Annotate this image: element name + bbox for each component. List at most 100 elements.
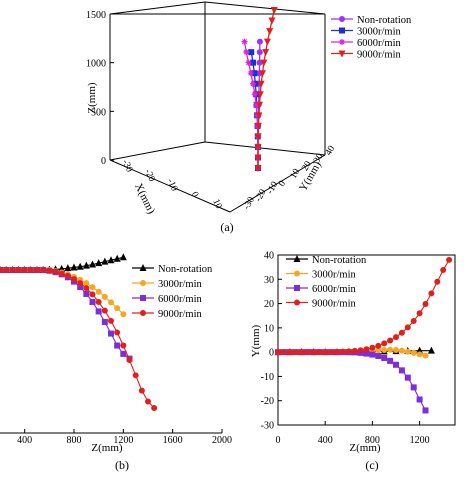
data-point <box>254 165 262 172</box>
x-tick-label: 1200 <box>113 435 133 446</box>
data-point <box>58 270 65 277</box>
data-point <box>254 143 262 151</box>
legend-label: Non-rotation <box>357 15 412 26</box>
data-point <box>95 259 103 267</box>
data-point <box>64 264 72 272</box>
data-point <box>251 70 258 77</box>
data-point <box>9 267 16 273</box>
series-line <box>278 351 426 411</box>
data-point <box>126 357 133 364</box>
data-point <box>316 349 323 356</box>
data-point <box>248 49 255 56</box>
data-point <box>120 350 127 357</box>
legend-marker <box>339 39 345 45</box>
data-point <box>243 49 250 56</box>
legend-label: 6000r/min <box>312 284 356 295</box>
data-point <box>428 290 435 297</box>
data-point <box>247 70 254 77</box>
panel-a-series-layer <box>241 7 278 172</box>
data-point <box>328 349 335 356</box>
data-point <box>95 298 102 305</box>
data-point <box>3 267 10 273</box>
x-tick-label: 800 <box>67 435 82 446</box>
data-point <box>83 290 90 297</box>
data-point <box>363 346 370 353</box>
data-point <box>375 342 382 349</box>
data-point <box>76 262 84 270</box>
y-tick-label: 40 <box>264 251 274 262</box>
data-point <box>253 101 260 108</box>
data-point <box>446 256 453 263</box>
z-tick-label: 0 <box>101 156 106 167</box>
data-point <box>268 17 276 25</box>
data-point <box>422 407 429 414</box>
data-point <box>120 311 127 318</box>
data-point <box>114 329 121 336</box>
data-point <box>254 122 262 130</box>
data-point <box>404 374 411 381</box>
panel-a-y-label: Y(mm) <box>297 159 324 193</box>
data-point <box>101 257 109 265</box>
data-point <box>108 330 114 337</box>
y-tick-label: 0 <box>277 179 288 188</box>
data-point <box>70 263 78 271</box>
legend-marker <box>339 27 345 34</box>
x-tick-label: -30 <box>120 158 135 174</box>
data-point <box>89 284 96 291</box>
data-point <box>40 267 47 273</box>
legend-marker <box>294 299 300 306</box>
legend-marker <box>294 285 300 291</box>
data-point <box>254 154 262 162</box>
data-point <box>250 80 257 87</box>
data-point <box>434 278 441 285</box>
y-tick-label: 10 <box>289 167 303 180</box>
data-point <box>422 352 429 359</box>
data-point <box>254 133 262 141</box>
panel-c-y-ticks: -30 -20 -10 0 10 20 30 40 <box>261 251 282 432</box>
data-point <box>255 112 263 120</box>
legend-marker <box>140 280 146 286</box>
data-point <box>270 7 278 14</box>
legend-label: 6000r/min <box>158 294 202 305</box>
data-point <box>298 349 305 356</box>
data-point <box>427 346 435 354</box>
data-point <box>440 267 447 274</box>
data-point <box>251 91 258 98</box>
y-tick-label: -30 <box>261 421 274 432</box>
panel-b-plot: 400 800 1200 1600 2000 Z(mm) Non-rotation 300… <box>0 253 232 454</box>
data-point <box>119 253 127 261</box>
panel-c-series-layer <box>274 256 453 414</box>
data-point <box>260 59 268 67</box>
y-tick-label: -10 <box>261 372 274 383</box>
x-tick-label: 0 <box>276 435 281 446</box>
data-point <box>21 267 28 273</box>
data-point <box>416 396 423 403</box>
data-point <box>286 349 293 356</box>
legend-marker <box>140 295 146 301</box>
data-point <box>89 260 96 268</box>
panel-b-x-label: Z(mm) <box>91 442 122 454</box>
x-tick-label: 0 <box>189 190 200 199</box>
data-point <box>83 285 90 292</box>
legend-label: 9000r/min <box>357 50 401 61</box>
data-point <box>245 59 252 66</box>
x-tick-label: 10 <box>210 198 223 211</box>
data-point <box>410 349 417 356</box>
data-point <box>145 398 151 405</box>
data-point <box>114 342 121 349</box>
data-point <box>345 348 352 355</box>
data-point <box>398 329 405 336</box>
series-line <box>0 269 155 409</box>
panel-b-series-layer <box>0 253 158 411</box>
data-point <box>259 70 266 78</box>
data-point <box>398 347 405 354</box>
data-point <box>363 350 370 357</box>
data-point <box>404 348 411 355</box>
data-point <box>46 267 53 274</box>
data-point <box>151 405 158 411</box>
x-tick-label: 2000 <box>212 435 232 446</box>
data-point <box>410 318 417 325</box>
data-point <box>375 347 382 354</box>
data-point <box>381 346 388 353</box>
